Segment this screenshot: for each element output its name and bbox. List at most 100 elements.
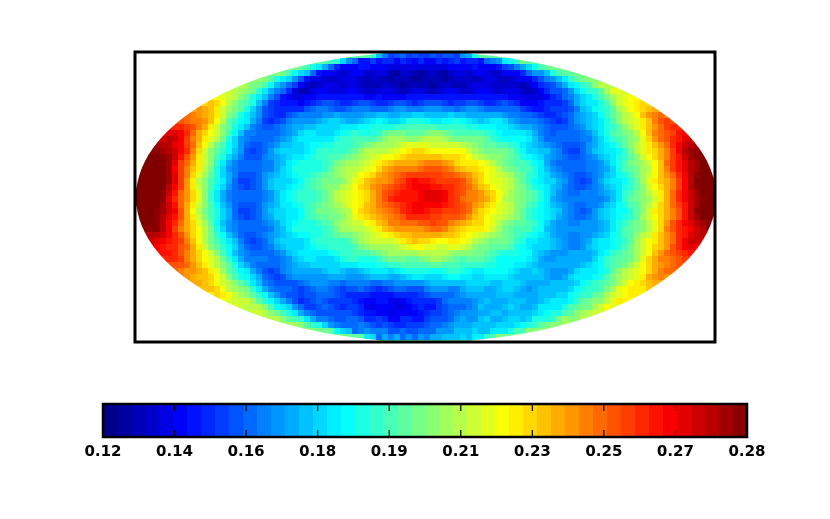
heatmap-cell [610, 184, 617, 191]
heatmap-cell [562, 310, 569, 317]
heatmap-cell [238, 214, 245, 221]
heatmap-cell [208, 268, 215, 275]
heatmap-cell [262, 166, 269, 173]
heatmap-cell [442, 94, 449, 101]
heatmap-cell [184, 232, 191, 239]
heatmap-cell [340, 280, 347, 287]
heatmap-cell [226, 292, 233, 299]
heatmap-cell [574, 292, 581, 299]
heatmap-cell [244, 280, 251, 287]
heatmap-cell [442, 196, 449, 203]
heatmap-cell [472, 154, 479, 161]
heatmap-cell [160, 136, 167, 143]
heatmap-cell [490, 328, 497, 335]
heatmap-cell [442, 130, 449, 137]
heatmap-cell [520, 64, 527, 71]
heatmap-cell [286, 232, 293, 239]
heatmap-cell [508, 160, 515, 167]
heatmap-cell [238, 190, 245, 197]
heatmap-cell [328, 112, 335, 119]
heatmap-cell [550, 262, 557, 269]
heatmap-cell [454, 190, 461, 197]
heatmap-cell [172, 232, 179, 239]
heatmap-cell [508, 250, 515, 257]
heatmap-cell [622, 208, 629, 215]
heatmap-cell [538, 160, 545, 167]
heatmap-cell [400, 250, 407, 257]
heatmap-cell [370, 298, 377, 305]
heatmap-cell [160, 160, 167, 167]
heatmap-cell [274, 64, 281, 71]
heatmap-cell [316, 292, 323, 299]
heatmap-cell [334, 154, 341, 161]
heatmap-cell [154, 256, 161, 263]
heatmap-cell [598, 118, 605, 125]
heatmap-cell [538, 112, 545, 119]
heatmap-cell [466, 160, 473, 167]
heatmap-cell [388, 280, 395, 287]
heatmap-cell [316, 64, 323, 71]
heatmap-cell [628, 172, 635, 179]
heatmap-cell [646, 274, 653, 281]
heatmap-cell [172, 124, 179, 131]
heatmap-cell [250, 220, 257, 227]
heatmap-cell [340, 76, 347, 83]
heatmap-cell [304, 118, 311, 125]
heatmap-cell [568, 154, 575, 161]
heatmap-cell [664, 250, 671, 257]
heatmap-cell [484, 64, 491, 71]
heatmap-cell [256, 232, 263, 239]
heatmap-cell [310, 160, 317, 167]
heatmap-cell [598, 214, 605, 221]
heatmap-cell [286, 184, 293, 191]
heatmap-cell [466, 118, 473, 125]
heatmap-cell [592, 298, 599, 305]
heatmap-cell [514, 232, 521, 239]
heatmap-cell [280, 130, 287, 137]
heatmap-cell [310, 58, 317, 65]
heatmap-cell [592, 208, 599, 215]
heatmap-cell [376, 148, 383, 155]
heatmap-cell [256, 280, 263, 287]
heatmap-cell [616, 88, 623, 95]
heatmap-cell [208, 100, 215, 107]
heatmap-cell [304, 310, 311, 317]
heatmap-cell [598, 76, 605, 83]
heatmap-cell [502, 94, 509, 101]
heatmap-cell [436, 160, 443, 167]
heatmap-cell [148, 250, 155, 257]
heatmap-cell [532, 136, 539, 143]
heatmap-cell [286, 118, 293, 125]
heatmap-cell [244, 220, 251, 227]
heatmap-cell [346, 112, 353, 119]
heatmap-cell [310, 172, 317, 179]
heatmap-cell [268, 172, 275, 179]
heatmap-cell [628, 274, 635, 281]
heatmap-cell [676, 250, 683, 257]
heatmap-cell [286, 316, 293, 323]
heatmap-cell [400, 52, 407, 59]
heatmap-cell [328, 196, 335, 203]
heatmap-cell [358, 196, 365, 203]
heatmap-cell [658, 142, 665, 149]
heatmap-cell [508, 58, 515, 65]
heatmap-cell [364, 178, 371, 185]
heatmap-cell [352, 136, 359, 143]
heatmap-cell [436, 118, 443, 125]
heatmap-cell [250, 310, 257, 317]
heatmap-cell [310, 154, 317, 161]
heatmap-cell [598, 256, 605, 263]
heatmap-cell [394, 310, 401, 317]
heatmap-cell [232, 196, 239, 203]
heatmap-cell [412, 268, 419, 275]
heatmap-cell [526, 274, 533, 281]
heatmap-cell [544, 268, 551, 275]
heatmap-cell [298, 316, 305, 323]
heatmap-cell [406, 262, 413, 269]
heatmap-cell [184, 142, 191, 149]
heatmap-cell [514, 220, 521, 227]
heatmap-cell [472, 208, 479, 215]
heatmap-cell [358, 268, 365, 275]
heatmap-cell [268, 298, 275, 305]
heatmap-cell [676, 268, 683, 275]
